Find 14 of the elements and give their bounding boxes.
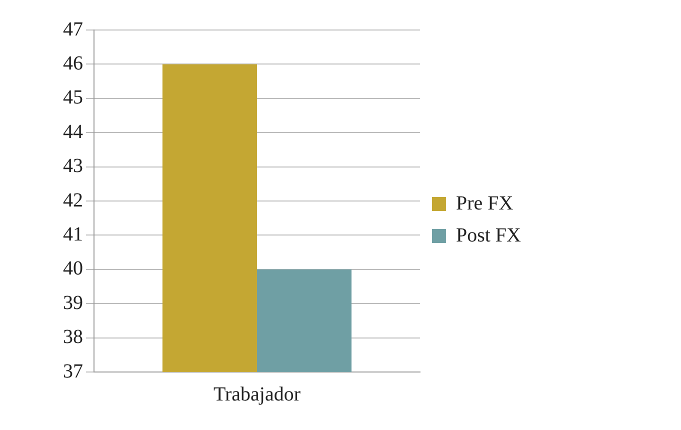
y-tick-label: 41 xyxy=(63,223,83,246)
y-tick-label: 38 xyxy=(63,326,83,348)
y-tick-label: 47 xyxy=(63,18,83,40)
x-tick-label: Trabajador xyxy=(213,383,301,406)
y-tick-label: 42 xyxy=(63,189,83,212)
y-tick-label: 43 xyxy=(63,155,83,178)
y-tick-label: 46 xyxy=(63,52,83,74)
y-tick-label: 40 xyxy=(63,258,83,280)
y-tick-label: 45 xyxy=(63,86,83,109)
legend-label: Post FX xyxy=(456,224,522,246)
y-tick-label: 37 xyxy=(63,360,83,382)
y-tick-label: 44 xyxy=(63,120,83,143)
legend-label: Pre FX xyxy=(456,192,514,214)
y-tick-label: 39 xyxy=(63,292,83,314)
